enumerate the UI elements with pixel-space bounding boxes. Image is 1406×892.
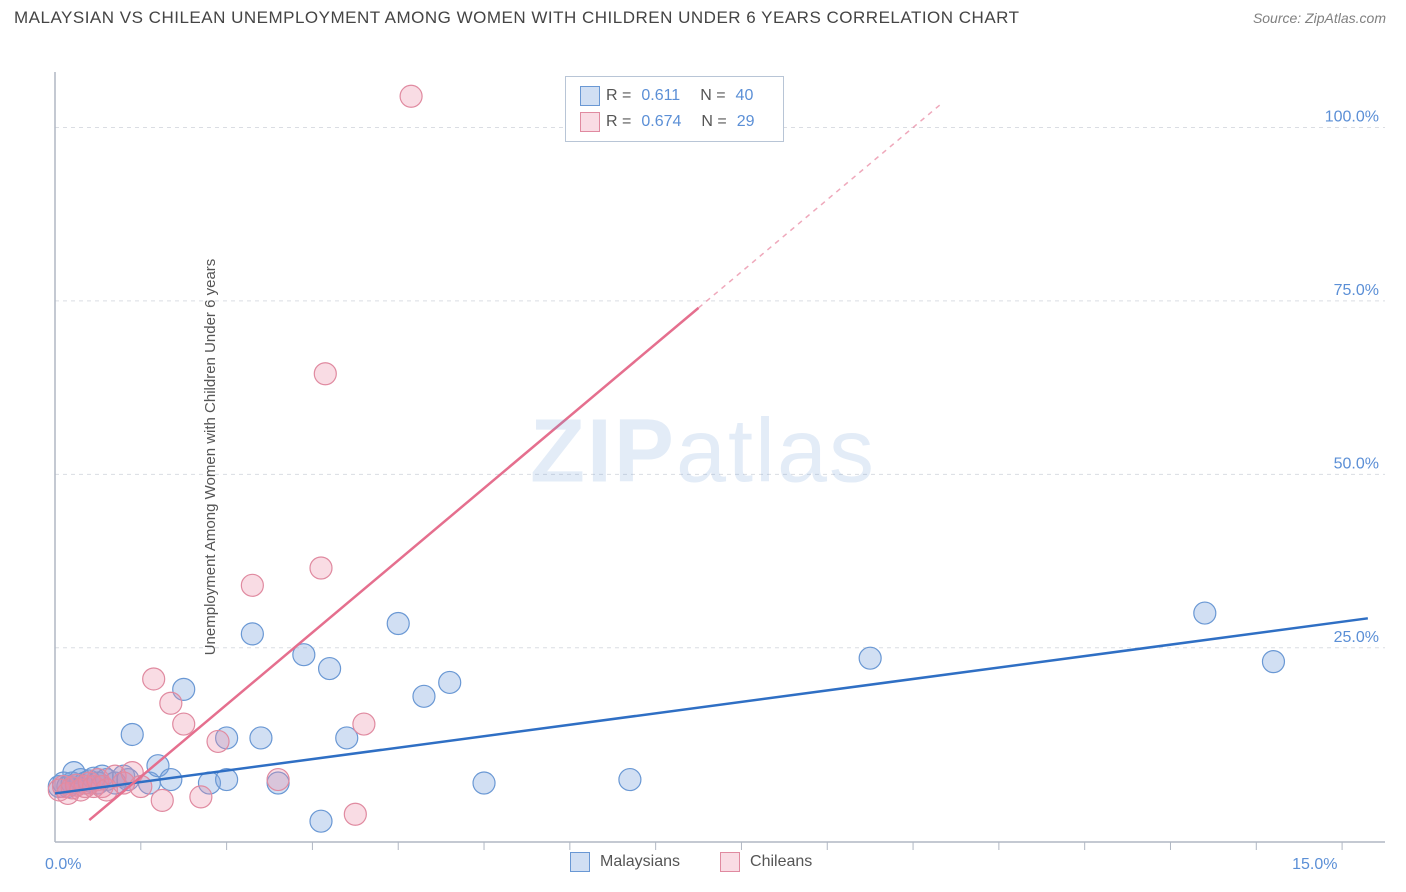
series-legend-label: Chileans bbox=[750, 853, 812, 871]
x-axis-min-label: 0.0% bbox=[45, 856, 81, 874]
chart-title: MALAYSIAN VS CHILEAN UNEMPLOYMENT AMONG … bbox=[14, 8, 1020, 28]
stats-legend-row: R =0.674N =29 bbox=[580, 109, 769, 135]
x-axis-max-label: 15.0% bbox=[1292, 856, 1337, 874]
series-legend-item: Malaysians bbox=[570, 852, 680, 872]
series-legend-item: Chileans bbox=[720, 852, 812, 872]
stats-legend: R =0.611N =40R =0.674N =29 bbox=[565, 76, 784, 142]
svg-text:25.0%: 25.0% bbox=[1334, 629, 1379, 646]
svg-text:75.0%: 75.0% bbox=[1334, 282, 1379, 299]
svg-text:50.0%: 50.0% bbox=[1334, 455, 1379, 472]
series-legend: Malaysians Chileans bbox=[570, 852, 812, 872]
chart-container: Unemployment Among Women with Children U… bbox=[0, 32, 1406, 882]
legend-swatch bbox=[580, 86, 600, 106]
y-axis-label: Unemployment Among Women with Children U… bbox=[202, 259, 219, 656]
svg-text:100.0%: 100.0% bbox=[1325, 108, 1379, 125]
legend-swatch bbox=[580, 112, 600, 132]
series-legend-label: Malaysians bbox=[600, 853, 680, 871]
legend-swatch bbox=[570, 852, 590, 872]
stats-legend-row: R =0.611N =40 bbox=[580, 83, 769, 109]
legend-swatch bbox=[720, 852, 740, 872]
source-attribution: Source: ZipAtlas.com bbox=[1253, 10, 1386, 26]
